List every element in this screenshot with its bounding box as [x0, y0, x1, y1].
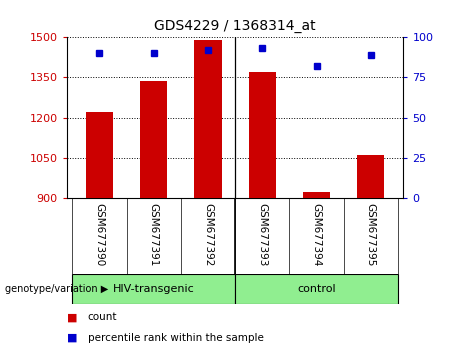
Text: GSM677391: GSM677391 — [149, 203, 159, 267]
Text: GSM677392: GSM677392 — [203, 203, 213, 267]
FancyBboxPatch shape — [235, 274, 398, 304]
Text: percentile rank within the sample: percentile rank within the sample — [88, 332, 264, 343]
Text: GSM677393: GSM677393 — [257, 203, 267, 267]
Text: GSM677395: GSM677395 — [366, 203, 376, 267]
Text: GSM677390: GSM677390 — [95, 203, 104, 267]
Bar — [195, 40, 222, 198]
Text: genotype/variation ▶: genotype/variation ▶ — [5, 284, 108, 295]
FancyBboxPatch shape — [72, 274, 235, 304]
Text: control: control — [297, 284, 336, 295]
Text: HIV-transgenic: HIV-transgenic — [113, 284, 195, 295]
Title: GDS4229 / 1368314_at: GDS4229 / 1368314_at — [154, 19, 316, 33]
Text: ■: ■ — [67, 332, 77, 343]
Text: count: count — [88, 312, 117, 322]
Bar — [248, 72, 276, 198]
Bar — [86, 112, 113, 198]
Text: ■: ■ — [67, 312, 77, 322]
Text: GSM677394: GSM677394 — [312, 203, 321, 267]
Bar — [140, 81, 167, 198]
Bar — [357, 155, 384, 198]
Bar — [303, 192, 330, 198]
